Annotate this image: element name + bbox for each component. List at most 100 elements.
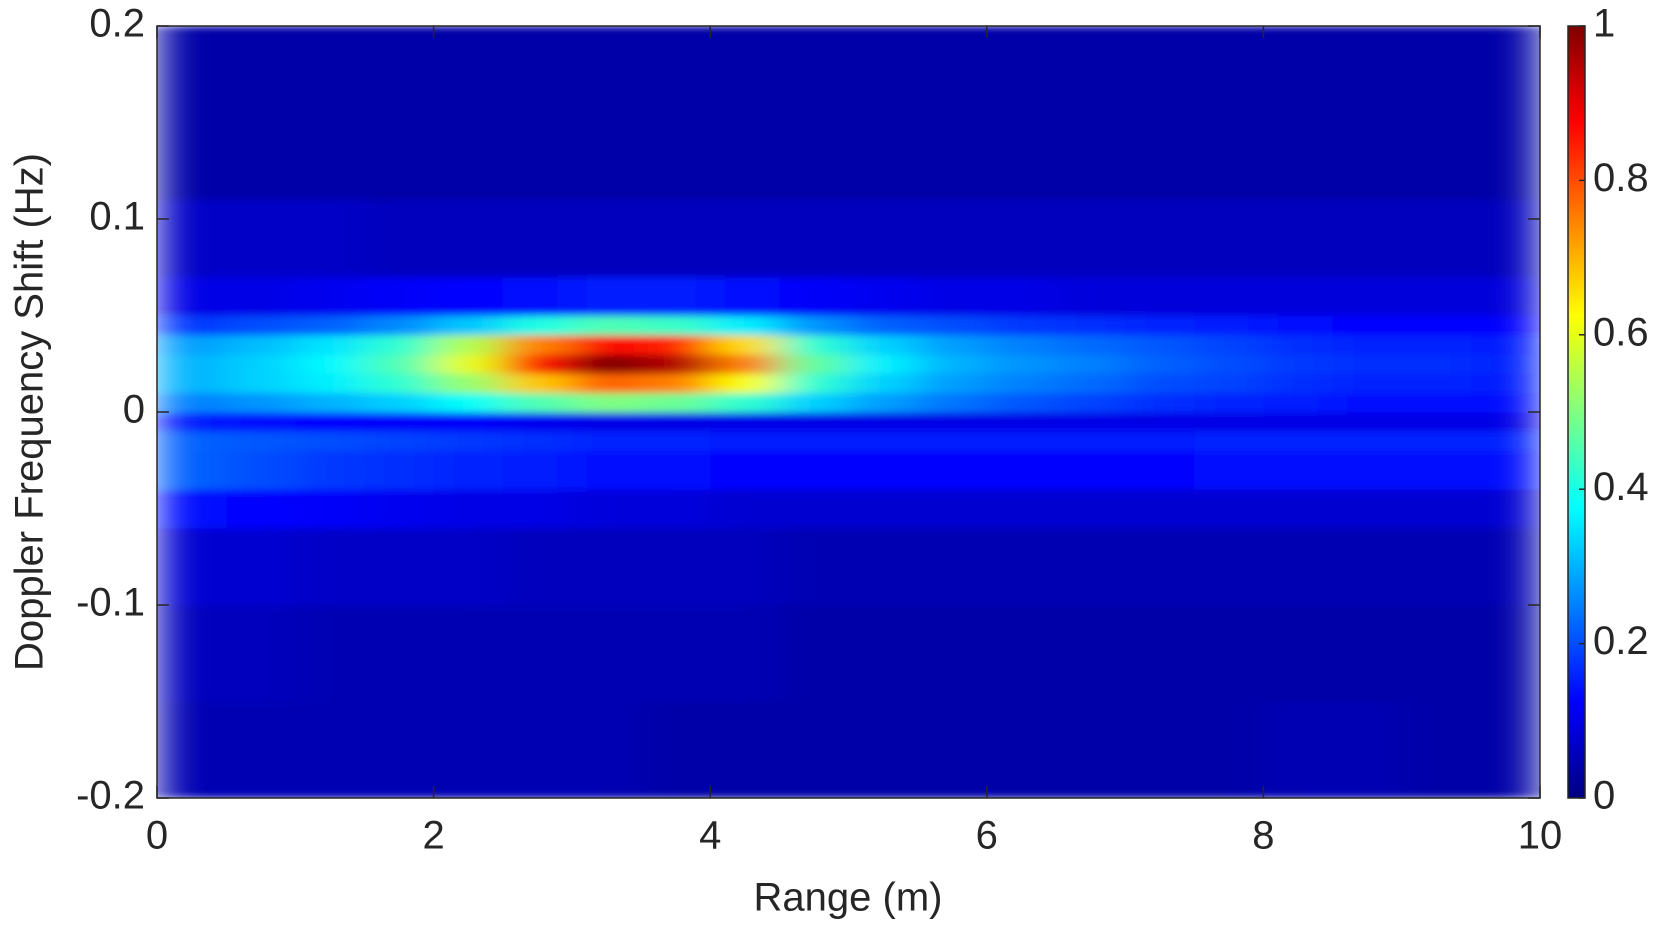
- heatmap-cell: [1125, 450, 1195, 490]
- heatmap-cell: [226, 489, 296, 529]
- heatmap-cell: [779, 431, 849, 452]
- heatmap-cell: [1263, 334, 1334, 355]
- heatmap-cell: [226, 527, 296, 606]
- heatmap-cell: [779, 527, 849, 606]
- heatmap-cell: [1401, 276, 1472, 316]
- heatmap-cell: [433, 276, 504, 316]
- heatmap-cell: [710, 450, 780, 490]
- heatmap-cell: [364, 489, 435, 529]
- heatmap-cell: [1125, 701, 1195, 798]
- heatmap-cell: [1194, 489, 1264, 529]
- heatmap-cell: [502, 605, 573, 702]
- heatmap-cell: [364, 392, 435, 413]
- x-tick-label: 0: [146, 814, 168, 858]
- heatmap-cell: [1401, 701, 1472, 798]
- heatmap-cell: [917, 276, 988, 316]
- heatmap-cell: [226, 315, 296, 336]
- heatmap-cell: [502, 26, 573, 201]
- heatmap-cell: [986, 489, 1057, 529]
- heatmap-cell: [848, 199, 919, 278]
- heatmap-cell: [157, 527, 227, 606]
- colorbar-tick-label: 0.4: [1593, 465, 1649, 509]
- heatmap-cell: [364, 276, 435, 316]
- heatmap-cell: [571, 701, 642, 798]
- heatmap-cell: [157, 315, 227, 336]
- heatmap-cell: [295, 315, 365, 336]
- heatmap-cell: [1194, 527, 1264, 606]
- heatmap-cell: [433, 431, 504, 452]
- heatmap-cell: [848, 527, 919, 606]
- heatmap-cell: [157, 489, 227, 529]
- heatmap-cell: [1055, 489, 1126, 529]
- heatmap-cell: [641, 334, 711, 355]
- heatmap-cell: [502, 701, 573, 798]
- heatmap-cell: [779, 373, 849, 394]
- heatmap-cell: [1401, 489, 1472, 529]
- heatmap-cell: [1401, 412, 1472, 432]
- heatmap-cell: [571, 373, 642, 394]
- heatmap-cell: [295, 276, 365, 316]
- heatmap-cell: [1470, 334, 1540, 355]
- heatmap-cell: [848, 354, 919, 374]
- heatmap-cell: [364, 701, 435, 798]
- heatmap-cell: [1263, 431, 1334, 452]
- heatmap-cell: [364, 334, 435, 355]
- heatmap-cell: [157, 334, 227, 355]
- heatmap-cell: [433, 412, 504, 432]
- heatmap-cell: [1401, 373, 1472, 394]
- heatmap-cell: [710, 527, 780, 606]
- heatmap-cell: [1194, 199, 1264, 278]
- heatmap-cell: [364, 431, 435, 452]
- colorbar: [1567, 25, 1586, 799]
- heatmap-cell: [917, 26, 988, 201]
- heatmap-cell: [1125, 334, 1195, 355]
- heatmap-cell: [1125, 276, 1195, 316]
- heatmap-cell: [1332, 354, 1403, 374]
- heatmap-cell: [364, 315, 435, 336]
- heatmap-cell: [710, 354, 780, 374]
- heatmap-cell: [1194, 315, 1264, 336]
- heatmap-cell: [157, 701, 227, 798]
- heatmap-cell: [157, 373, 227, 394]
- heatmap: [157, 26, 1540, 798]
- heatmap-cell: [1470, 431, 1540, 452]
- heatmap-cell: [1125, 392, 1195, 413]
- colorbar-tick-label: 0.2: [1593, 619, 1649, 663]
- heatmap-cell: [779, 412, 849, 432]
- heatmap-cell: [986, 276, 1057, 316]
- heatmap-cell: [1055, 701, 1126, 798]
- heatmap-cell: [433, 605, 504, 702]
- heatmap-cell: [1332, 527, 1403, 606]
- heatmap-cell: [1055, 373, 1126, 394]
- colorbar-tick-label: 0.8: [1593, 156, 1649, 200]
- heatmap-cell: [157, 412, 227, 432]
- y-tick-label: 0.1: [89, 195, 145, 239]
- heatmap-cell: [1470, 450, 1540, 490]
- heatmap-cell: [502, 334, 573, 355]
- heatmap-cell: [1401, 392, 1472, 413]
- heatmap-cell: [779, 315, 849, 336]
- heatmap-cell: [364, 354, 435, 374]
- heatmap-cell: [433, 373, 504, 394]
- y-tick-label: 0: [123, 388, 145, 432]
- heatmap-cell: [502, 412, 573, 432]
- heatmap-cell: [295, 392, 365, 413]
- heatmap-cell: [986, 334, 1057, 355]
- heatmap-cell: [157, 431, 227, 452]
- heatmap-cell: [295, 334, 365, 355]
- heatmap-cell: [364, 412, 435, 432]
- heatmap-cell: [1470, 199, 1540, 278]
- x-tick-label: 8: [1252, 814, 1274, 858]
- heatmap-cell: [986, 199, 1057, 278]
- heatmap-cell: [1055, 431, 1126, 452]
- heatmap-cell: [641, 392, 711, 413]
- heatmap-cell: [1332, 373, 1403, 394]
- heatmap-cell: [433, 26, 504, 201]
- heatmap-cell: [1263, 527, 1334, 606]
- heatmap-cell: [1125, 605, 1195, 702]
- heatmap-cell: [1125, 199, 1195, 278]
- heatmap-cell: [1055, 605, 1126, 702]
- heatmap-cell: [1194, 276, 1264, 316]
- heatmap-cell: [848, 701, 919, 798]
- y-tick-label: 0.2: [89, 2, 145, 46]
